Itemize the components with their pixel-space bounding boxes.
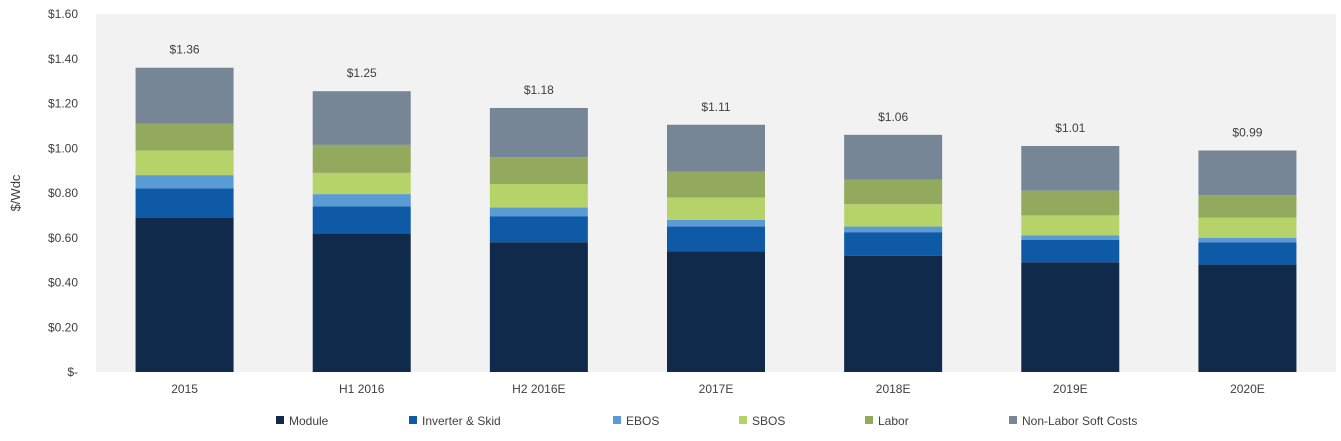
y-tick-label: $1.60 (48, 7, 78, 21)
bar-segment (1021, 235, 1120, 240)
y-tick-label: $1.40 (48, 52, 78, 66)
legend-swatch (739, 416, 747, 424)
y-tick-label: $0.20 (48, 320, 78, 334)
y-tick-label: $0.60 (48, 231, 78, 245)
x-tick-label: 2015 (171, 382, 198, 396)
legend-swatch (276, 416, 284, 424)
bar-segment (135, 175, 234, 189)
bar-segment (844, 204, 943, 227)
legend-swatch (865, 416, 873, 424)
bar-segment (844, 255, 943, 372)
legend: Module Inverter & Skid EBOS SBOS Labor Non-La… (276, 414, 1137, 428)
x-tick-label: 2019E (1053, 382, 1088, 396)
y-axis-ticks: $- $0.20 $0.40 $0.60 $0.80 $1.00 $1.20 $1.40 $1.… (48, 7, 78, 379)
bar-segment (1021, 146, 1120, 191)
x-tick-label: 2020E (1230, 382, 1265, 396)
bar-segment (667, 197, 765, 220)
bar-segment (844, 226, 943, 233)
x-tick-label: H1 2016 (339, 382, 385, 396)
bar-segment (1198, 264, 1297, 372)
bar-segment (667, 171, 765, 198)
bar-segment (1198, 150, 1297, 196)
bar-segment (1198, 195, 1297, 218)
bar-segment (844, 232, 943, 256)
bar-segment (312, 172, 411, 195)
y-tick-label: $0.80 (48, 186, 78, 200)
bar-segment (667, 251, 765, 372)
total-data-label: $1.18 (524, 83, 554, 97)
bar-segment (312, 194, 411, 207)
bar-segment (135, 123, 234, 151)
bar-segment (844, 179, 943, 205)
bar-segment (312, 206, 411, 234)
bar-segment (312, 91, 411, 145)
x-tick-label: 2017E (699, 382, 734, 396)
total-data-label: $1.36 (170, 43, 200, 57)
bar-segment (667, 124, 765, 172)
total-data-label: $1.25 (347, 66, 377, 80)
legend-label: SBOS (752, 414, 785, 428)
legend-swatch (613, 416, 621, 424)
y-tick-label: $1.00 (48, 141, 78, 155)
x-axis-ticks: 2015 H1 2016 H2 2016E 2017E 2018E 2019E 2020E (171, 382, 1265, 396)
legend-label: EBOS (626, 414, 659, 428)
bar-segment (1021, 215, 1120, 236)
bar-segment (135, 67, 234, 124)
bar-segment (135, 188, 234, 218)
bar-segment (1021, 262, 1120, 372)
bar-segment (667, 226, 765, 252)
y-tick-label: $- (67, 365, 78, 379)
total-data-label: $0.99 (1232, 125, 1262, 139)
bar-segment (489, 216, 588, 243)
legend-swatch (1009, 416, 1017, 424)
y-tick-label: $0.40 (48, 276, 78, 290)
bar-segment (1198, 237, 1297, 243)
bar-segment (135, 150, 234, 176)
legend-label: Module (289, 414, 329, 428)
bar-segment (844, 134, 943, 180)
bar-segment (489, 242, 588, 372)
bar-segment (667, 219, 765, 227)
bar-segment (489, 184, 588, 208)
bar-segment (1198, 217, 1297, 238)
legend-label: Labor (878, 414, 909, 428)
bar-segment (1021, 190, 1120, 216)
total-data-label: $1.01 (1055, 121, 1085, 135)
legend-label: Inverter & Skid (422, 414, 501, 428)
y-axis-label: $/Wdc (8, 174, 23, 211)
total-data-label: $1.11 (701, 100, 730, 114)
total-labels-group: $1.36 $1.25 $1.18 $1.11 $1.06 $1.01 $0.99 (170, 43, 1263, 140)
x-tick-label: H2 2016E (512, 382, 565, 396)
total-data-label: $1.06 (878, 110, 908, 124)
legend-swatch (409, 416, 417, 424)
bar-segment (135, 217, 234, 372)
bar-segment (489, 207, 588, 217)
bar-segment (1021, 239, 1120, 263)
bar-segment (312, 144, 411, 173)
x-tick-label: 2018E (876, 382, 911, 396)
bar-segment (312, 233, 411, 372)
legend-label: Non-Labor Soft Costs (1022, 414, 1137, 428)
bars-group (135, 67, 1297, 372)
bar-segment (489, 107, 588, 158)
y-tick-label: $1.20 (48, 97, 78, 111)
bar-segment (489, 157, 588, 185)
bar-segment (1198, 242, 1297, 265)
